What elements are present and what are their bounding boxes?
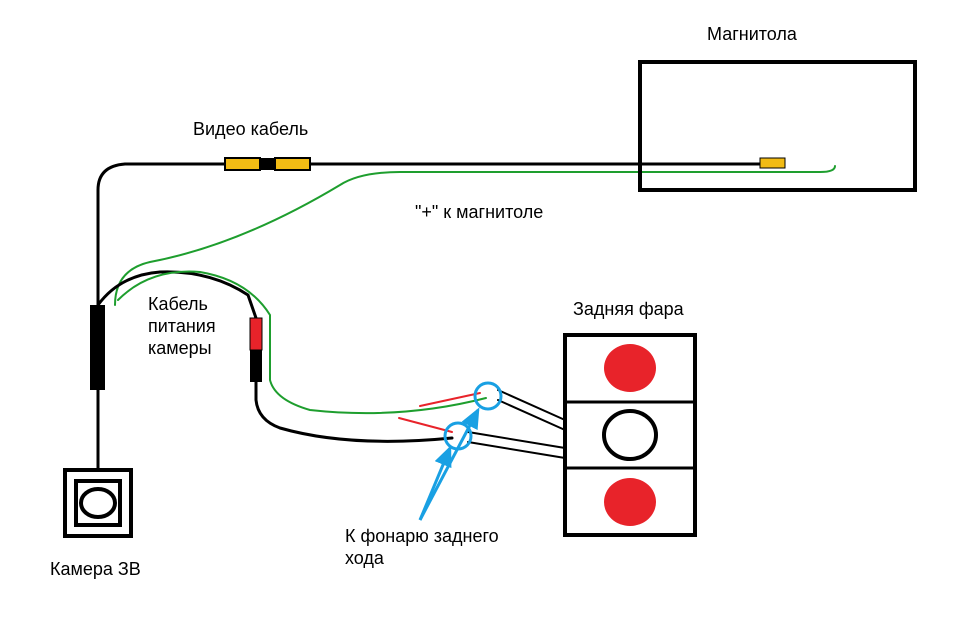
connector-video_yellow_right bbox=[275, 158, 310, 170]
wire-join2_to_light_b bbox=[468, 442, 565, 458]
wire-conn_up_to_video bbox=[98, 164, 225, 305]
ellipse-rear_bot bbox=[604, 478, 656, 526]
label-videoCable: Видео кабель bbox=[193, 119, 308, 139]
ellipse-rear_top bbox=[604, 344, 656, 392]
label-rearLight: Задняя фара bbox=[573, 299, 685, 319]
arrow-a2 bbox=[420, 448, 450, 520]
label-headUnit: Магнитола bbox=[707, 24, 798, 44]
ellipse-rear_mid bbox=[604, 411, 656, 459]
label-toReverseLamp: К фонарю заднегохода bbox=[345, 526, 499, 568]
circle-join_circle1 bbox=[475, 383, 501, 409]
connector-pwr_black bbox=[250, 350, 262, 382]
wire-pwr_down_black bbox=[256, 382, 452, 441]
wire-join2_to_light_a bbox=[468, 432, 565, 448]
ellipse-camera_lens bbox=[81, 489, 115, 517]
connector-video_black_mid bbox=[260, 158, 275, 170]
connector-video_yellow_left bbox=[225, 158, 260, 170]
connector-cam_black_conn bbox=[90, 305, 105, 390]
label-powerCable: Кабельпитаниякамеры bbox=[148, 294, 216, 358]
connector-head_yellow bbox=[760, 158, 785, 168]
wire-red_short2 bbox=[420, 393, 480, 406]
wire-green_top bbox=[115, 166, 835, 305]
label-plusToHeadUnit: "+" к магнитоле bbox=[415, 202, 543, 222]
wire-red_short bbox=[399, 418, 452, 432]
label-camera: Камера ЗВ bbox=[50, 559, 141, 579]
wiring-diagram: Магнитола Видео кабель "+" к магнитоле Кабе… bbox=[0, 0, 960, 622]
connector-pwr_red bbox=[250, 318, 262, 350]
box-headUnit bbox=[640, 62, 915, 190]
